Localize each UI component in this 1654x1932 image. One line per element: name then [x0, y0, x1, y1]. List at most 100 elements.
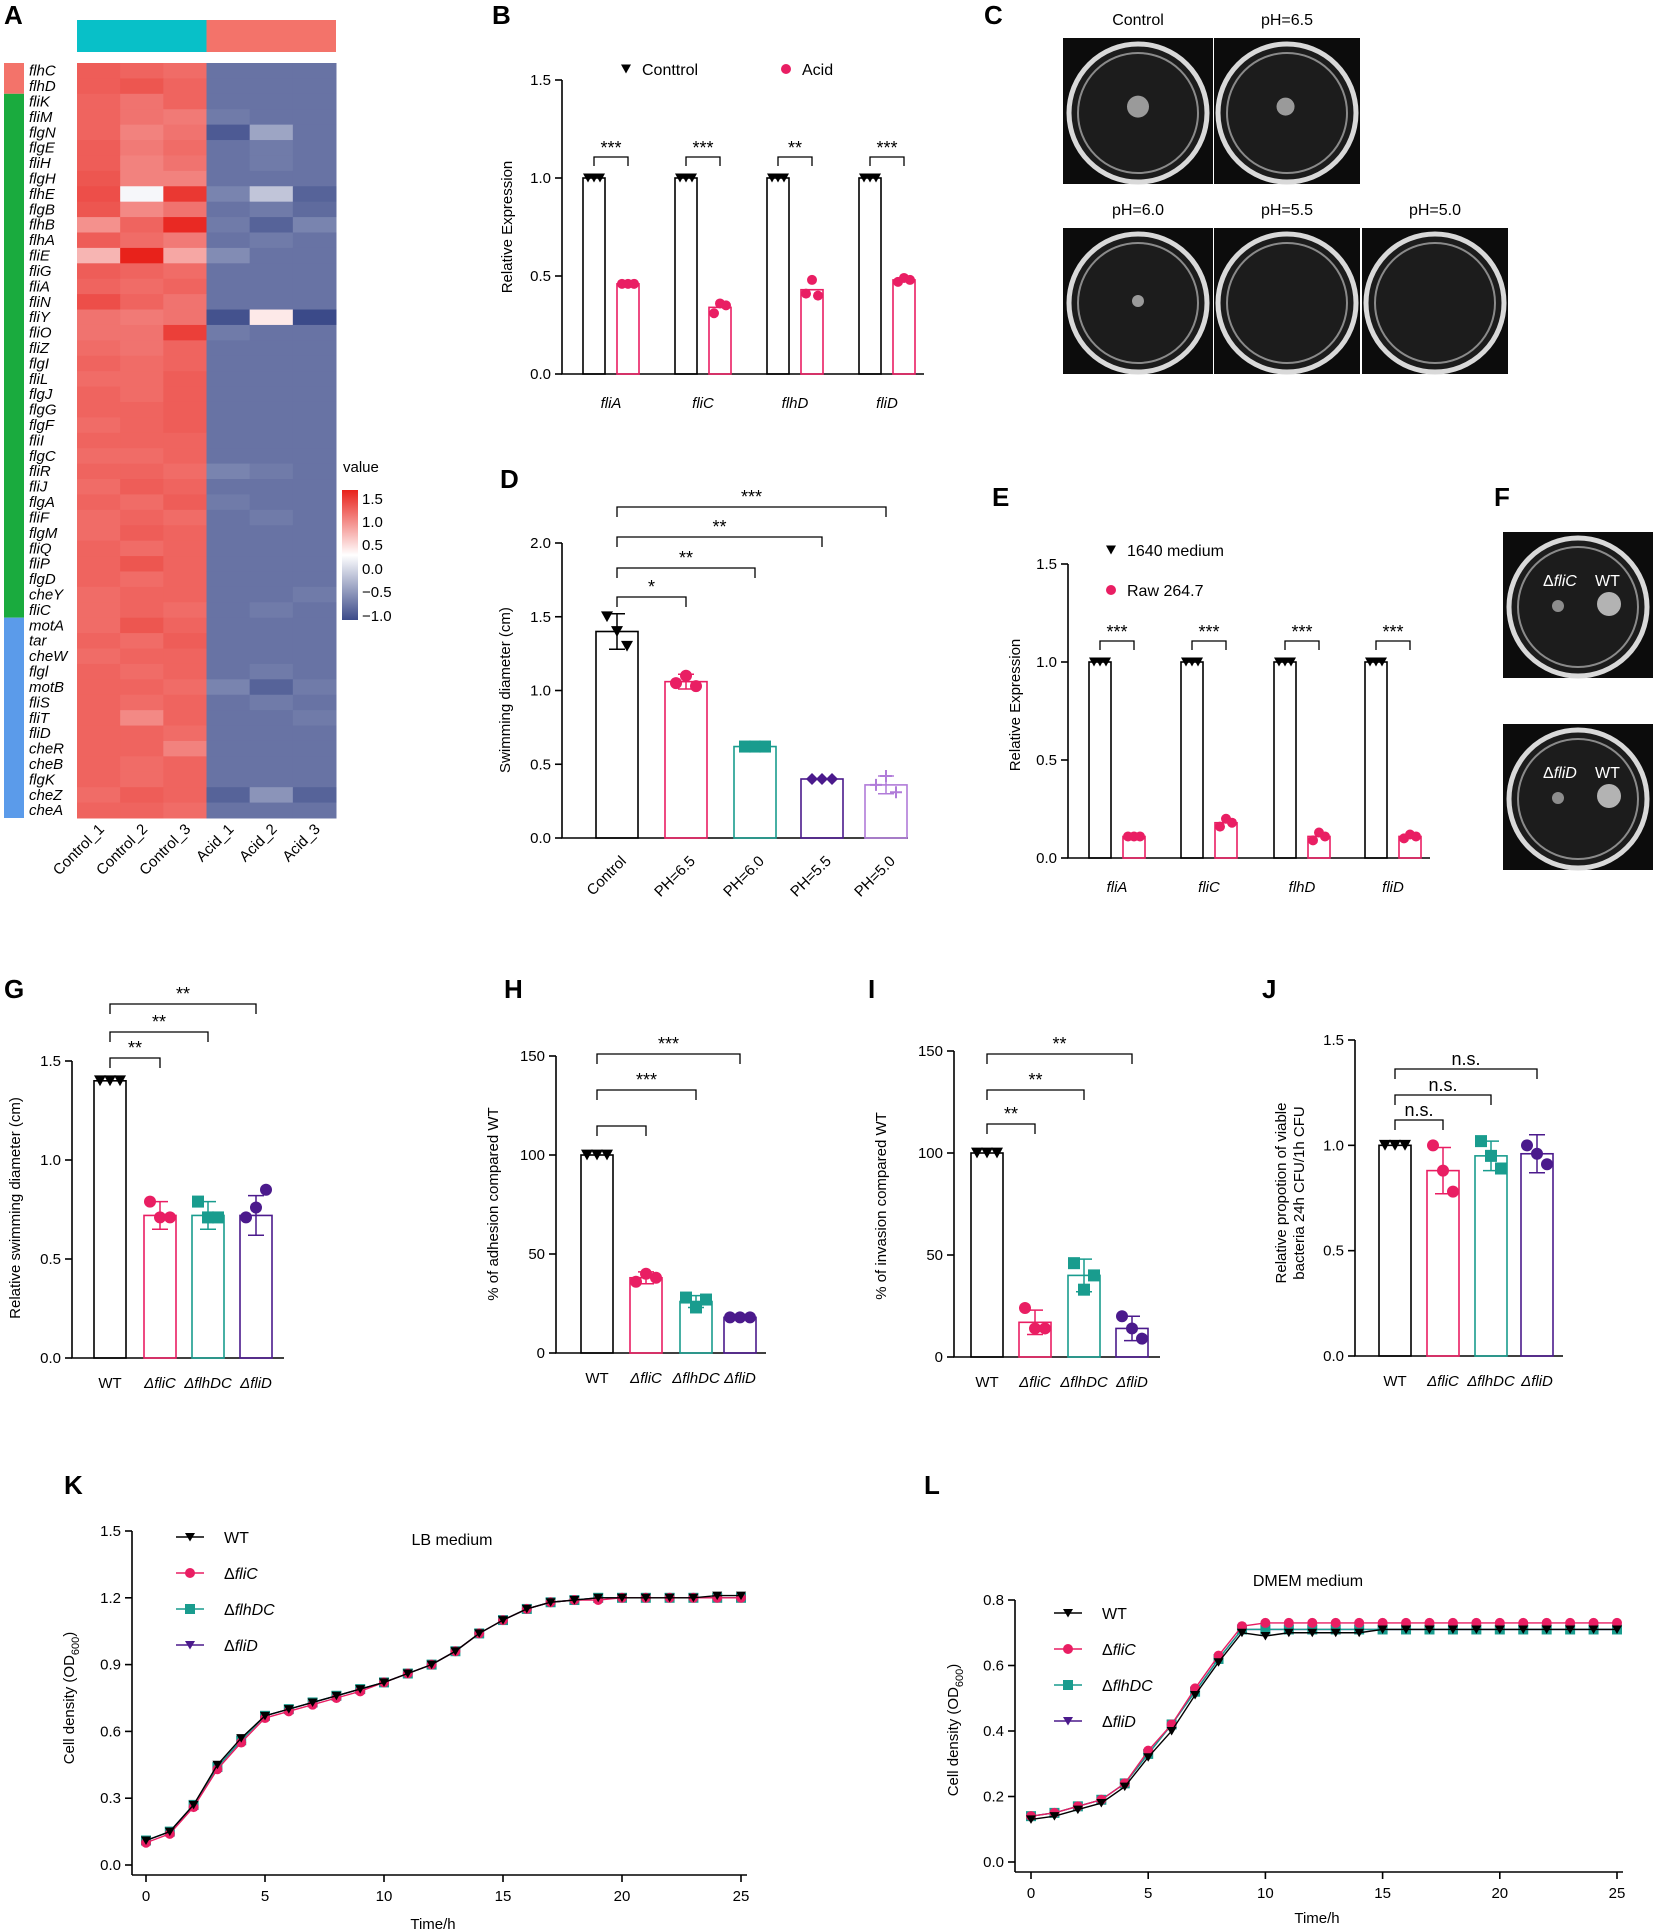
heatmap-cell	[163, 401, 207, 418]
gene-label: flgK	[29, 771, 56, 788]
data-point	[687, 173, 697, 183]
mutant-colony	[1552, 600, 1564, 612]
heatmap-cell	[77, 401, 121, 418]
legend-marker	[1063, 1609, 1073, 1618]
data-point	[1401, 1625, 1412, 1634]
data-point	[192, 1195, 204, 1208]
heatmap-cell	[292, 633, 337, 650]
row-group-bar-3	[4, 617, 24, 818]
heatmap-cell	[163, 448, 207, 465]
data-point	[545, 1598, 556, 1607]
heatmap-cell	[163, 694, 207, 711]
gene-label: fliC	[29, 602, 51, 619]
significance-bracket	[1394, 1068, 1538, 1079]
data-point	[826, 773, 838, 785]
significance-label: ***	[1198, 622, 1219, 642]
gene-label: flgI	[29, 355, 49, 372]
heatmap-cell	[120, 124, 164, 141]
heatmap-cell	[120, 710, 164, 727]
y-tick-label: 1.5	[530, 609, 551, 626]
significance-label: **	[712, 517, 726, 537]
heatmap-cell	[206, 432, 251, 449]
heatmap-cell	[206, 448, 251, 465]
bar	[143, 1214, 177, 1359]
data-point	[1260, 1617, 1271, 1628]
heatmap-cell	[77, 479, 121, 495]
legend-label: 1640 medium	[1127, 543, 1224, 560]
heatmap-cell	[206, 509, 251, 526]
heatmap-cell	[249, 63, 294, 79]
mutant-colony	[1552, 792, 1564, 804]
significance-label: ***	[876, 138, 897, 158]
heatmap-cell	[206, 633, 251, 650]
heatmap-cell	[206, 340, 251, 357]
heatmap-cell	[120, 509, 164, 526]
data-point	[1078, 1283, 1090, 1296]
data-point	[1227, 817, 1237, 828]
heatmap-cell	[292, 340, 337, 357]
data-point	[1307, 1617, 1318, 1628]
heatmap-cell	[249, 617, 294, 634]
gene-label: flgH	[29, 170, 56, 187]
heatmap-cell	[292, 324, 337, 341]
data-point	[807, 274, 817, 285]
column-group-bar-control	[77, 20, 207, 52]
data-point	[1399, 1139, 1411, 1151]
heatmap-cell	[163, 309, 207, 326]
x-category-label: ΔfliC	[1426, 1373, 1459, 1390]
heatmap-cell	[77, 124, 121, 141]
significance-label: **	[788, 138, 802, 158]
y-tick-label: 100	[520, 1147, 545, 1164]
y-tick-label: 0.6	[983, 1658, 1004, 1675]
legend-tick-label: 1.0	[362, 514, 383, 531]
x-category-label: fliD	[876, 395, 898, 412]
heatmap-cell	[77, 232, 121, 249]
heatmap-cell	[206, 324, 251, 341]
plate-label: Control	[1112, 12, 1164, 29]
data-point	[871, 173, 881, 183]
legend-marker	[185, 1568, 195, 1578]
x-category-label: WT	[1383, 1373, 1406, 1390]
heatmap-cell	[292, 525, 337, 542]
gene-label: flhE	[29, 186, 56, 203]
heatmap-cell	[249, 78, 294, 95]
panel-letter-k: K	[64, 1470, 83, 1500]
data-point	[688, 1593, 699, 1603]
data-point	[1119, 1782, 1130, 1792]
data-point	[144, 1195, 156, 1208]
plate-3-colony	[1132, 295, 1144, 307]
y-axis-label-end: )	[61, 1632, 78, 1637]
significance-bracket	[109, 1003, 257, 1014]
x-category-label: fliA	[601, 395, 622, 412]
data-point	[971, 1147, 983, 1159]
data-point	[498, 1616, 508, 1625]
significance-label: ***	[658, 1034, 679, 1054]
y-axis-label-end: )	[945, 1664, 962, 1669]
data-point	[709, 308, 719, 319]
data-point	[1320, 831, 1330, 842]
heatmap-cell	[249, 802, 294, 819]
heatmap-cell	[206, 494, 251, 511]
heatmap-cell	[249, 109, 294, 126]
y-tick-label: 1.2	[100, 1590, 121, 1607]
heatmap-cell	[77, 201, 121, 218]
mutant-label-prefix: Δ	[1543, 573, 1554, 590]
y-tick-label: 0.5	[1036, 752, 1057, 769]
bar	[1426, 1169, 1460, 1357]
heatmap-cell	[249, 448, 294, 465]
bar	[970, 1152, 1004, 1358]
heatmap-cell	[163, 201, 207, 218]
significance-bracket	[616, 536, 823, 547]
heatmap-cell	[292, 586, 337, 603]
data-point	[1377, 1617, 1388, 1628]
heatmap-cell	[249, 509, 294, 526]
panel-f-plates: ΔfliC WT ΔfliD WT	[1503, 532, 1653, 871]
heatmap-cell	[77, 556, 121, 572]
heatmap-cell	[206, 787, 251, 804]
significance-bracket	[1099, 640, 1135, 650]
x-category-label: ΔfliD	[723, 1370, 756, 1387]
heatmap-cell	[77, 294, 121, 311]
y-tick-label: 50	[926, 1247, 943, 1264]
y-tick-label: 50	[528, 1246, 545, 1263]
gene-label: fliR	[29, 463, 51, 480]
